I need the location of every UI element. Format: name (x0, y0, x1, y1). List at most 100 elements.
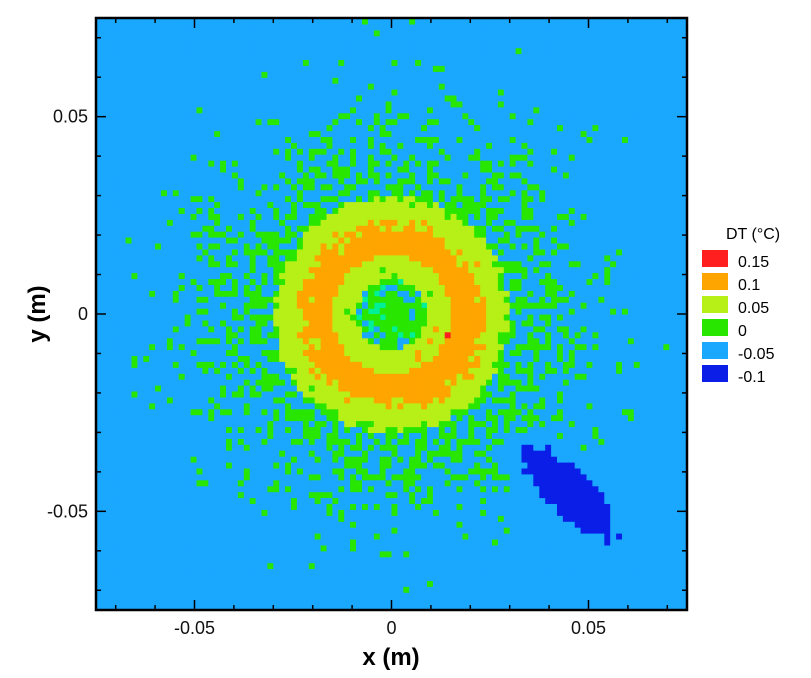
contour-cell (285, 438, 292, 445)
contour-cell (226, 53, 233, 60)
contour-cell (273, 83, 280, 90)
contour-cell (96, 550, 103, 558)
contour-cell (332, 485, 339, 493)
contour-cell (149, 337, 156, 345)
contour-cell (184, 450, 192, 457)
contour-cell (302, 148, 310, 155)
contour-cell (166, 527, 174, 534)
contour-cell (356, 325, 363, 333)
contour-cell (255, 243, 263, 250)
contour-cell (379, 515, 387, 522)
contour-cell (367, 207, 375, 214)
contour-cell (155, 89, 162, 96)
contour-cell (362, 521, 369, 528)
contour-cell (161, 485, 168, 493)
contour-cell (184, 485, 192, 493)
contour-cell (119, 219, 127, 226)
contour-cell (249, 171, 257, 179)
contour-cell (338, 41, 345, 49)
contour-cell (344, 533, 351, 540)
contour-cell (385, 456, 393, 463)
contour-cell (291, 195, 298, 203)
contour-cell (125, 462, 133, 469)
contour-cell (237, 562, 245, 570)
contour-cell (385, 278, 393, 285)
contour-cell (302, 23, 310, 31)
contour-cell (96, 408, 103, 416)
contour-cell (161, 112, 168, 120)
contour-cell (285, 604, 292, 610)
contour-cell (338, 586, 345, 593)
contour-cell (125, 195, 133, 203)
contour-cell (113, 414, 121, 422)
contour-cell (296, 574, 304, 581)
contour-cell (125, 343, 133, 351)
contour-cell (143, 177, 150, 185)
contour-cell (332, 148, 339, 155)
contour-cell (131, 509, 138, 516)
contour-cell (231, 18, 239, 25)
contour-cell (172, 290, 180, 297)
contour-cell (226, 592, 233, 599)
contour-cell (367, 355, 375, 362)
contour-cell (202, 574, 209, 581)
contour-cell (379, 77, 387, 84)
contour-cell (166, 290, 174, 297)
contour-cell (373, 225, 381, 232)
contour-cell (273, 491, 280, 499)
contour-cell (291, 95, 298, 102)
contour-cell (178, 260, 186, 268)
contour-cell (125, 35, 133, 43)
contour-cell (107, 23, 115, 31)
contour-cell (344, 539, 351, 546)
contour-cell (356, 598, 363, 605)
contour-cell (214, 331, 221, 339)
contour-cell (113, 355, 121, 362)
contour-cell (184, 467, 192, 475)
contour-cell (96, 539, 103, 546)
contour-cell (291, 491, 298, 499)
contour-cell (308, 29, 316, 37)
contour-cell (172, 130, 180, 137)
contour-cell (320, 456, 328, 463)
contour-cell (385, 385, 393, 392)
contour-cell (131, 106, 138, 114)
contour-cell (143, 544, 150, 552)
contour-cell (107, 53, 115, 60)
contour-cell (367, 124, 375, 132)
contour-cell (226, 195, 233, 203)
contour-cell (220, 385, 227, 392)
contour-cell (243, 426, 251, 433)
contour-cell (196, 533, 203, 540)
contour-cell (161, 373, 168, 380)
contour-cell (184, 544, 192, 552)
contour-cell (373, 29, 381, 37)
contour-cell (243, 35, 251, 43)
contour-cell (367, 47, 375, 55)
contour-cell (231, 154, 239, 161)
contour-cell (172, 473, 180, 481)
contour-cell (190, 124, 198, 132)
contour-cell (101, 65, 109, 72)
contour-cell (125, 556, 133, 564)
contour-cell (131, 296, 138, 303)
contour-cell (314, 355, 322, 362)
contour-cell (101, 278, 109, 285)
contour-cell (96, 142, 103, 149)
contour-cell (367, 130, 375, 137)
contour-cell (320, 586, 328, 593)
contour-cell (356, 278, 363, 285)
contour-cell (338, 385, 345, 392)
contour-cell (161, 53, 168, 60)
contour-cell (255, 592, 263, 599)
contour-cell (113, 154, 121, 161)
contour-cell (285, 391, 292, 398)
contour-cell (255, 290, 263, 297)
contour-cell (237, 95, 245, 102)
contour-cell (178, 83, 186, 90)
contour-cell (190, 503, 198, 510)
contour-cell (261, 100, 268, 108)
contour-cell (279, 296, 286, 303)
contour-cell (326, 479, 333, 487)
contour-cell (385, 438, 393, 445)
